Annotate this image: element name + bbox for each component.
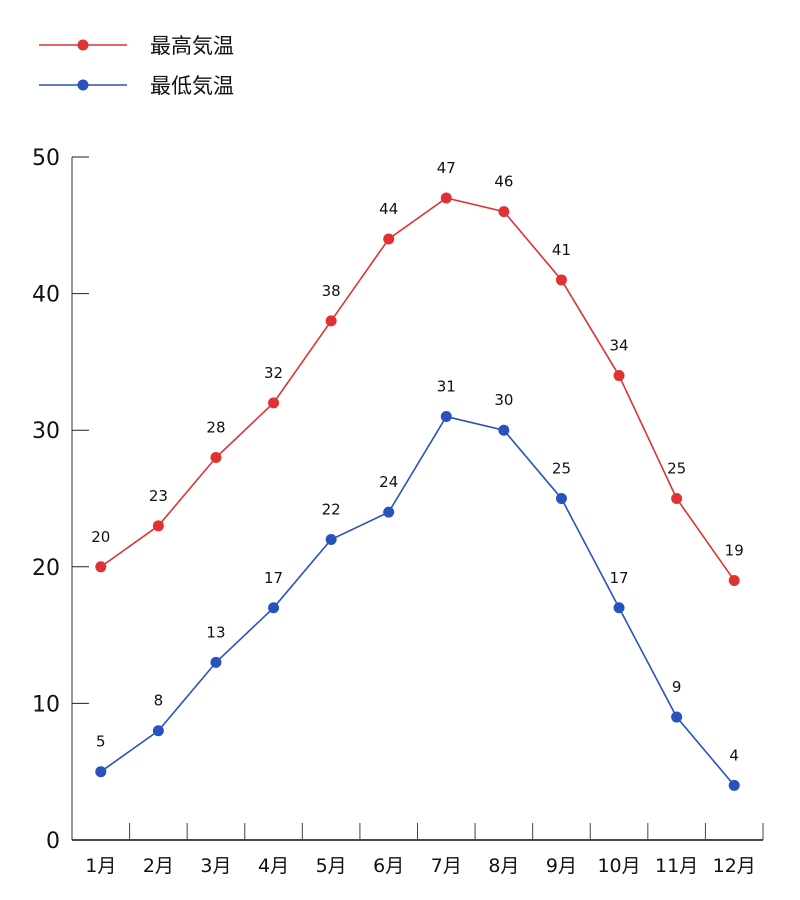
data-point-marker-icon: [268, 397, 280, 409]
legend-label: 最高気温: [150, 34, 234, 58]
y-tick-label: 20: [32, 556, 60, 581]
data-point-marker-icon: [383, 506, 395, 518]
data-point-marker-icon: [728, 574, 740, 586]
data-point-marker-icon: [555, 274, 567, 286]
data-label: 30: [494, 391, 513, 409]
data-label: 28: [206, 419, 225, 437]
legend-marker-icon: [77, 79, 89, 91]
data-label: 25: [667, 460, 686, 478]
data-point-marker-icon: [325, 533, 337, 545]
data-label: 13: [206, 623, 225, 641]
data-point-marker-icon: [383, 233, 395, 245]
data-label: 38: [322, 282, 341, 300]
data-label: 9: [672, 678, 682, 696]
legend-label: 最低気温: [150, 74, 234, 98]
data-label: 20: [91, 528, 110, 546]
data-label: 22: [322, 500, 341, 518]
data-point-marker-icon: [210, 452, 222, 464]
x-tick-label: 4月: [258, 855, 289, 877]
x-tick-label: 3月: [200, 855, 231, 877]
data-label: 19: [725, 541, 744, 559]
data-label: 8: [154, 692, 164, 710]
data-point-marker-icon: [671, 711, 683, 723]
data-point-marker-icon: [325, 315, 337, 327]
data-point-marker-icon: [671, 493, 683, 504]
y-tick-label: 40: [32, 283, 60, 308]
data-label: 23: [149, 487, 168, 505]
x-tick-label: 1月: [85, 855, 116, 877]
series-max-temp: 20 23 28 32 38 44 47 46 41 34 25 19: [91, 159, 744, 586]
y-tick-label: 50: [32, 146, 60, 171]
data-point-marker-icon: [555, 493, 567, 504]
legend-item: 最高気温: [39, 34, 234, 58]
data-label: 32: [264, 364, 283, 382]
data-point-marker-icon: [268, 602, 280, 614]
series-min-temp: 5 8 13 17 22 24 31 30 25 17 9 4: [95, 378, 740, 791]
data-label: 5: [96, 733, 106, 751]
series-line: [100, 197, 735, 581]
y-axis: 0 10 20 30 40 50: [32, 146, 89, 854]
x-tick-label: 12月: [713, 855, 756, 877]
data-point-marker-icon: [210, 656, 222, 668]
x-axis: 1月 2月 3月 4月 5月 6月 7月 8月 9月 10月 11月 12月: [72, 823, 764, 877]
x-tick-label: 10月: [597, 855, 640, 877]
data-point-marker-icon: [613, 602, 625, 614]
data-point-marker-icon: [613, 370, 625, 382]
data-label: 44: [379, 200, 398, 218]
y-tick-label: 30: [32, 419, 60, 444]
data-point-marker-icon: [95, 561, 107, 573]
data-label: 4: [729, 746, 739, 764]
x-tick-label: 6月: [373, 855, 404, 877]
data-point-marker-icon: [498, 424, 510, 436]
x-tick-label: 11月: [655, 855, 698, 877]
data-label: 46: [494, 173, 513, 191]
x-tick-label: 2月: [143, 855, 174, 877]
y-tick-label: 0: [46, 829, 60, 854]
data-label: 47: [437, 159, 456, 177]
data-point-marker-icon: [440, 411, 452, 423]
y-tick-label: 10: [32, 692, 60, 717]
data-point-marker-icon: [95, 766, 107, 778]
x-tick-label: 9月: [546, 855, 577, 877]
data-point-marker-icon: [440, 192, 452, 204]
series-line: [100, 415, 735, 786]
data-label: 17: [609, 569, 628, 587]
x-tick-label: 7月: [431, 855, 462, 877]
data-label: 31: [437, 378, 456, 396]
data-label: 17: [264, 569, 283, 587]
data-label: 25: [552, 460, 571, 478]
x-tick-label: 8月: [488, 855, 519, 877]
data-label: 41: [552, 241, 571, 259]
data-point-marker-icon: [152, 520, 164, 532]
data-point-marker-icon: [498, 206, 510, 218]
legend-marker-icon: [77, 39, 89, 51]
x-tick-label: 5月: [316, 855, 347, 877]
data-point-marker-icon: [152, 725, 164, 737]
data-label: 24: [379, 473, 398, 491]
data-point-marker-icon: [728, 779, 740, 791]
legend-item: 最低気温: [39, 74, 234, 98]
series-group: 20 23 28 32 38 44 47 46 41 34 25 19 5 8 13 17 22 24 31 30 25…: [91, 159, 744, 791]
data-label: 34: [609, 337, 628, 355]
